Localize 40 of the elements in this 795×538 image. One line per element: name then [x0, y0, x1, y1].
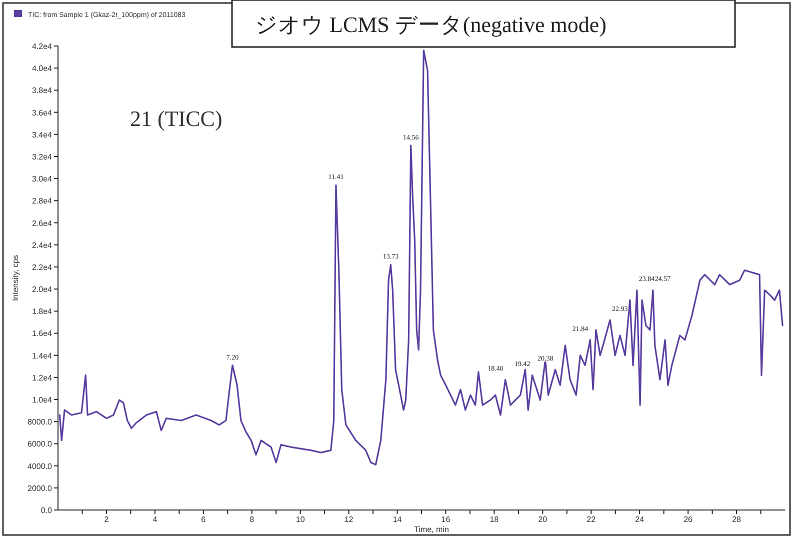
x-tick-label: 4 [152, 515, 158, 524]
y-tick-label: 2000.0 [28, 484, 53, 493]
x-axis-title: Time, min [414, 525, 449, 534]
x-tick-label: 20 [538, 515, 548, 524]
x-tick-label: 8 [250, 515, 255, 524]
x-tick-label: 22 [586, 515, 596, 524]
y-tick-label: 8000.0 [28, 418, 53, 427]
y-tick-label: 3.6e4 [32, 108, 53, 118]
y-tick-label: 3.4e4 [32, 130, 53, 140]
y-tick-label: 3.8e4 [32, 86, 53, 96]
y-tick-label: 2.6e4 [32, 218, 53, 228]
x-tick-label: 6 [201, 515, 206, 524]
x-tick-label: 18 [490, 515, 500, 524]
y-tick-label: 4.0e4 [32, 64, 53, 74]
chart-title: ジオウ LCMS データ(negative mode) [255, 12, 606, 37]
y-tick-label: 1.0e4 [32, 396, 53, 405]
y-tick-label: 2.0e4 [32, 285, 53, 294]
y-tick-label: 1.8e4 [32, 307, 53, 316]
y-tick-label: 3.0e4 [32, 174, 53, 184]
y-tick-label: 2.8e4 [32, 196, 53, 206]
y-axis-title: Intensity, cps [11, 254, 20, 302]
x-tick-label: 28 [732, 515, 742, 524]
y-tick-label: 1.6e4 [32, 329, 53, 338]
x-tick-label: 2 [104, 515, 110, 524]
y-tick-label: 3.2e4 [32, 152, 53, 162]
x-tick-label: 26 [684, 515, 694, 524]
x-tick-label: 12 [344, 515, 354, 524]
y-tick-label: 2.4e4 [32, 240, 53, 250]
x-tick-label: 10 [296, 515, 306, 524]
x-tick-label: 24 [635, 515, 645, 524]
y-tick-label: 1.4e4 [32, 351, 53, 360]
y-tick-label: 6000.0 [28, 440, 53, 449]
y-tick-label: 2.2e4 [32, 262, 53, 272]
x-tick-label: 14 [392, 515, 402, 524]
annotation: 21 (TICC) [130, 106, 222, 131]
y-tick-label: 4.2e4 [32, 42, 53, 51]
y-tick-label: 0.0 [40, 506, 53, 515]
x-tick-label: 16 [441, 515, 451, 524]
y-tick-label: 4000.0 [28, 462, 53, 471]
y-tick-label: 1.2e4 [32, 373, 53, 382]
